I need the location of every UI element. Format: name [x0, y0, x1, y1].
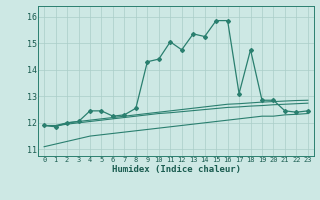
X-axis label: Humidex (Indice chaleur): Humidex (Indice chaleur) — [111, 165, 241, 174]
